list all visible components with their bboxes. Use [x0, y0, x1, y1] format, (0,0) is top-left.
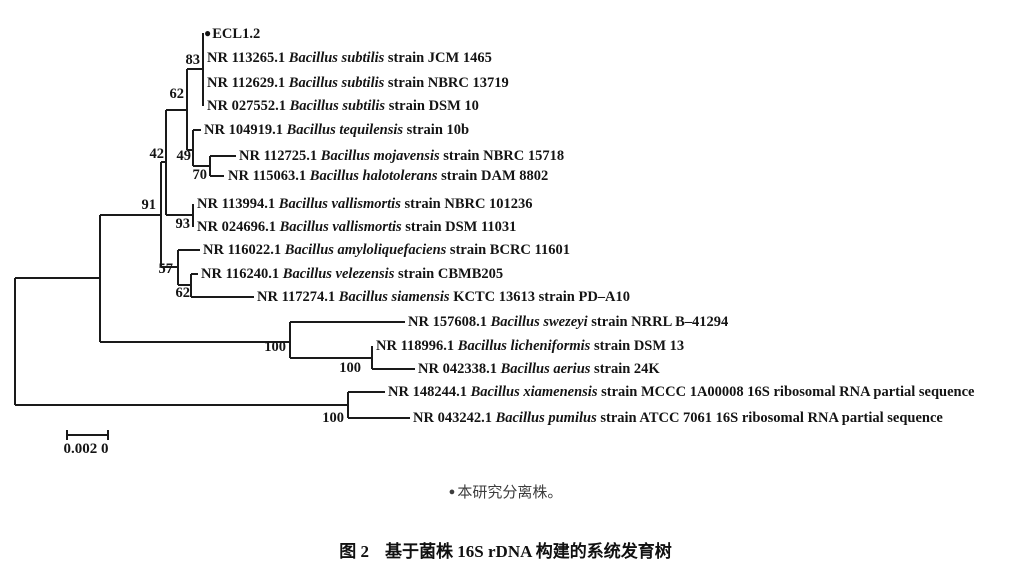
- leaf-label: ●ECL1.2: [204, 23, 260, 44]
- leaf-label: NR 024696.1 Bacillus vallismortis strain…: [197, 217, 516, 237]
- species-name: Bacillus amyloliquefaciens: [284, 242, 447, 258]
- bootstrap-value: 70: [192, 167, 208, 183]
- accession-number: NR 112629.1: [207, 75, 286, 91]
- leaf-label: NR 116240.1 Bacillus velezensis strain C…: [201, 264, 503, 284]
- bootstrap-value: 49: [176, 148, 192, 164]
- strain-info: strain NBRC 13719: [387, 75, 509, 91]
- bootstrap-value: 62: [169, 86, 185, 102]
- leaf-label: NR 042338.1 Bacillus aerius strain 24K: [418, 359, 660, 379]
- tree-branches: [14, 33, 415, 419]
- legend-text: 本研究分离株。: [457, 485, 563, 501]
- bootstrap-value: 91: [141, 197, 157, 213]
- accession-number: NR 116022.1: [203, 242, 282, 258]
- species-name: Bacillus pumilus: [495, 410, 597, 426]
- strain-info: strain NBRC 101236: [404, 196, 533, 212]
- leaf-label: NR 104919.1 Bacillus tequilensis strain …: [204, 120, 469, 140]
- leaf-label: NR 112725.1 Bacillus mojavensis strain N…: [239, 146, 564, 166]
- scale-bar: [66, 430, 109, 440]
- figure-caption: 图 2 基于菌株 16S rDNA 构建的系统发育树: [0, 537, 1011, 562]
- leaf-label: NR 157608.1 Bacillus swezeyi strain NRRL…: [408, 312, 728, 332]
- accession-number: NR 113994.1: [197, 196, 276, 212]
- strain-info: strain NRRL B–41294: [591, 314, 729, 330]
- bootstrap-value: 83: [185, 52, 201, 68]
- strain-info: strain BCRC 11601: [449, 242, 570, 258]
- isolate-marker-icon: ●: [204, 26, 212, 40]
- accession-number: NR 104919.1: [204, 122, 283, 138]
- species-name: Bacillus mojavensis: [320, 148, 440, 164]
- strain-info: strain 24K: [594, 361, 660, 377]
- leaf-label: NR 043242.1 Bacillus pumilus strain ATCC…: [413, 408, 943, 428]
- leaf-label: NR 027552.1 Bacillus subtilis strain DSM…: [207, 96, 479, 116]
- bootstrap-value: 57: [158, 261, 174, 277]
- accession-number: NR 112725.1: [239, 148, 318, 164]
- leaf-label: NR 113265.1 Bacillus subtilis strain JCM…: [207, 48, 492, 68]
- strain-info: strain NBRC 15718: [443, 148, 565, 164]
- species-name: Bacillus halotolerans: [309, 168, 438, 184]
- species-name: Bacillus subtilis: [289, 98, 386, 114]
- leaf-label: NR 117274.1 Bacillus siamensis KCTC 1361…: [257, 287, 630, 307]
- caption-number: 图 2: [339, 542, 370, 561]
- accession-number: NR 043242.1: [413, 410, 492, 426]
- strain-info: strain MCCC 1A00008 16S ribosomal RNA pa…: [601, 384, 975, 400]
- species-name: Bacillus xiamenensis: [470, 384, 598, 400]
- scale-bar-label: 0.002 0: [63, 441, 109, 457]
- caption-text: 基于菌株 16S rDNA 构建的系统发育树: [385, 542, 672, 561]
- strain-info: strain 10b: [406, 122, 470, 138]
- species-name: Bacillus swezeyi: [490, 314, 588, 330]
- accession-number: NR 157608.1: [408, 314, 487, 330]
- accession-number: NR 118996.1: [376, 338, 455, 354]
- bootstrap-value: 100: [264, 339, 286, 355]
- strain-info: strain DAM 8802: [441, 168, 549, 184]
- accession-number: NR 027552.1: [207, 98, 286, 114]
- legend: ● 本研究分离株。: [0, 481, 1011, 502]
- strain-info: strain DSM 10: [388, 98, 479, 114]
- leaf-label: NR 118996.1 Bacillus licheniformis strai…: [376, 336, 684, 356]
- accession-number: NR 117274.1: [257, 289, 336, 305]
- leaf-label: NR 116022.1 Bacillus amyloliquefaciens s…: [203, 240, 570, 260]
- leaf-label: NR 148244.1 Bacillus xiamenensis strain …: [388, 382, 974, 402]
- accession-number: NR 042338.1: [418, 361, 497, 377]
- bootstrap-value: 100: [322, 410, 344, 426]
- strain-info: strain DSM 11031: [405, 219, 517, 235]
- accession-number: NR 148244.1: [388, 384, 467, 400]
- isolate-marker-icon: ●: [448, 486, 456, 498]
- accession-number: NR 115063.1: [228, 168, 307, 184]
- strain-info: ECL1.2: [212, 26, 261, 42]
- species-name: Bacillus vallismortis: [279, 219, 402, 235]
- species-name: Bacillus vallismortis: [278, 196, 401, 212]
- leaf-label: NR 115063.1 Bacillus halotolerans strain…: [228, 166, 548, 186]
- strain-info: strain JCM 1465: [387, 50, 492, 66]
- species-name: Bacillus velezensis: [282, 266, 395, 282]
- species-name: Bacillus siamensis: [338, 289, 450, 305]
- species-name: Bacillus subtilis: [288, 75, 385, 91]
- bootstrap-value: 62: [175, 285, 191, 301]
- accession-number: NR 113265.1: [207, 50, 286, 66]
- bootstrap-value: 100: [339, 360, 361, 376]
- species-name: Bacillus licheniformis: [457, 338, 591, 354]
- accession-number: NR 116240.1: [201, 266, 280, 282]
- species-name: Bacillus aerius: [500, 361, 591, 377]
- species-name: Bacillus subtilis: [288, 50, 385, 66]
- strain-info: strain DSM 13: [593, 338, 685, 354]
- strain-info: KCTC 13613 strain PD–A10: [453, 289, 631, 305]
- strain-info: strain ATCC 7061 16S ribosomal RNA parti…: [600, 410, 943, 426]
- leaf-label: NR 113994.1 Bacillus vallismortis strain…: [197, 194, 533, 214]
- strain-info: strain CBMB205: [397, 266, 504, 282]
- species-name: Bacillus tequilensis: [286, 122, 404, 138]
- bootstrap-value: 93: [175, 216, 191, 232]
- bootstrap-value: 42: [149, 146, 165, 162]
- accession-number: NR 024696.1: [197, 219, 276, 235]
- leaf-label: NR 112629.1 Bacillus subtilis strain NBR…: [207, 73, 509, 93]
